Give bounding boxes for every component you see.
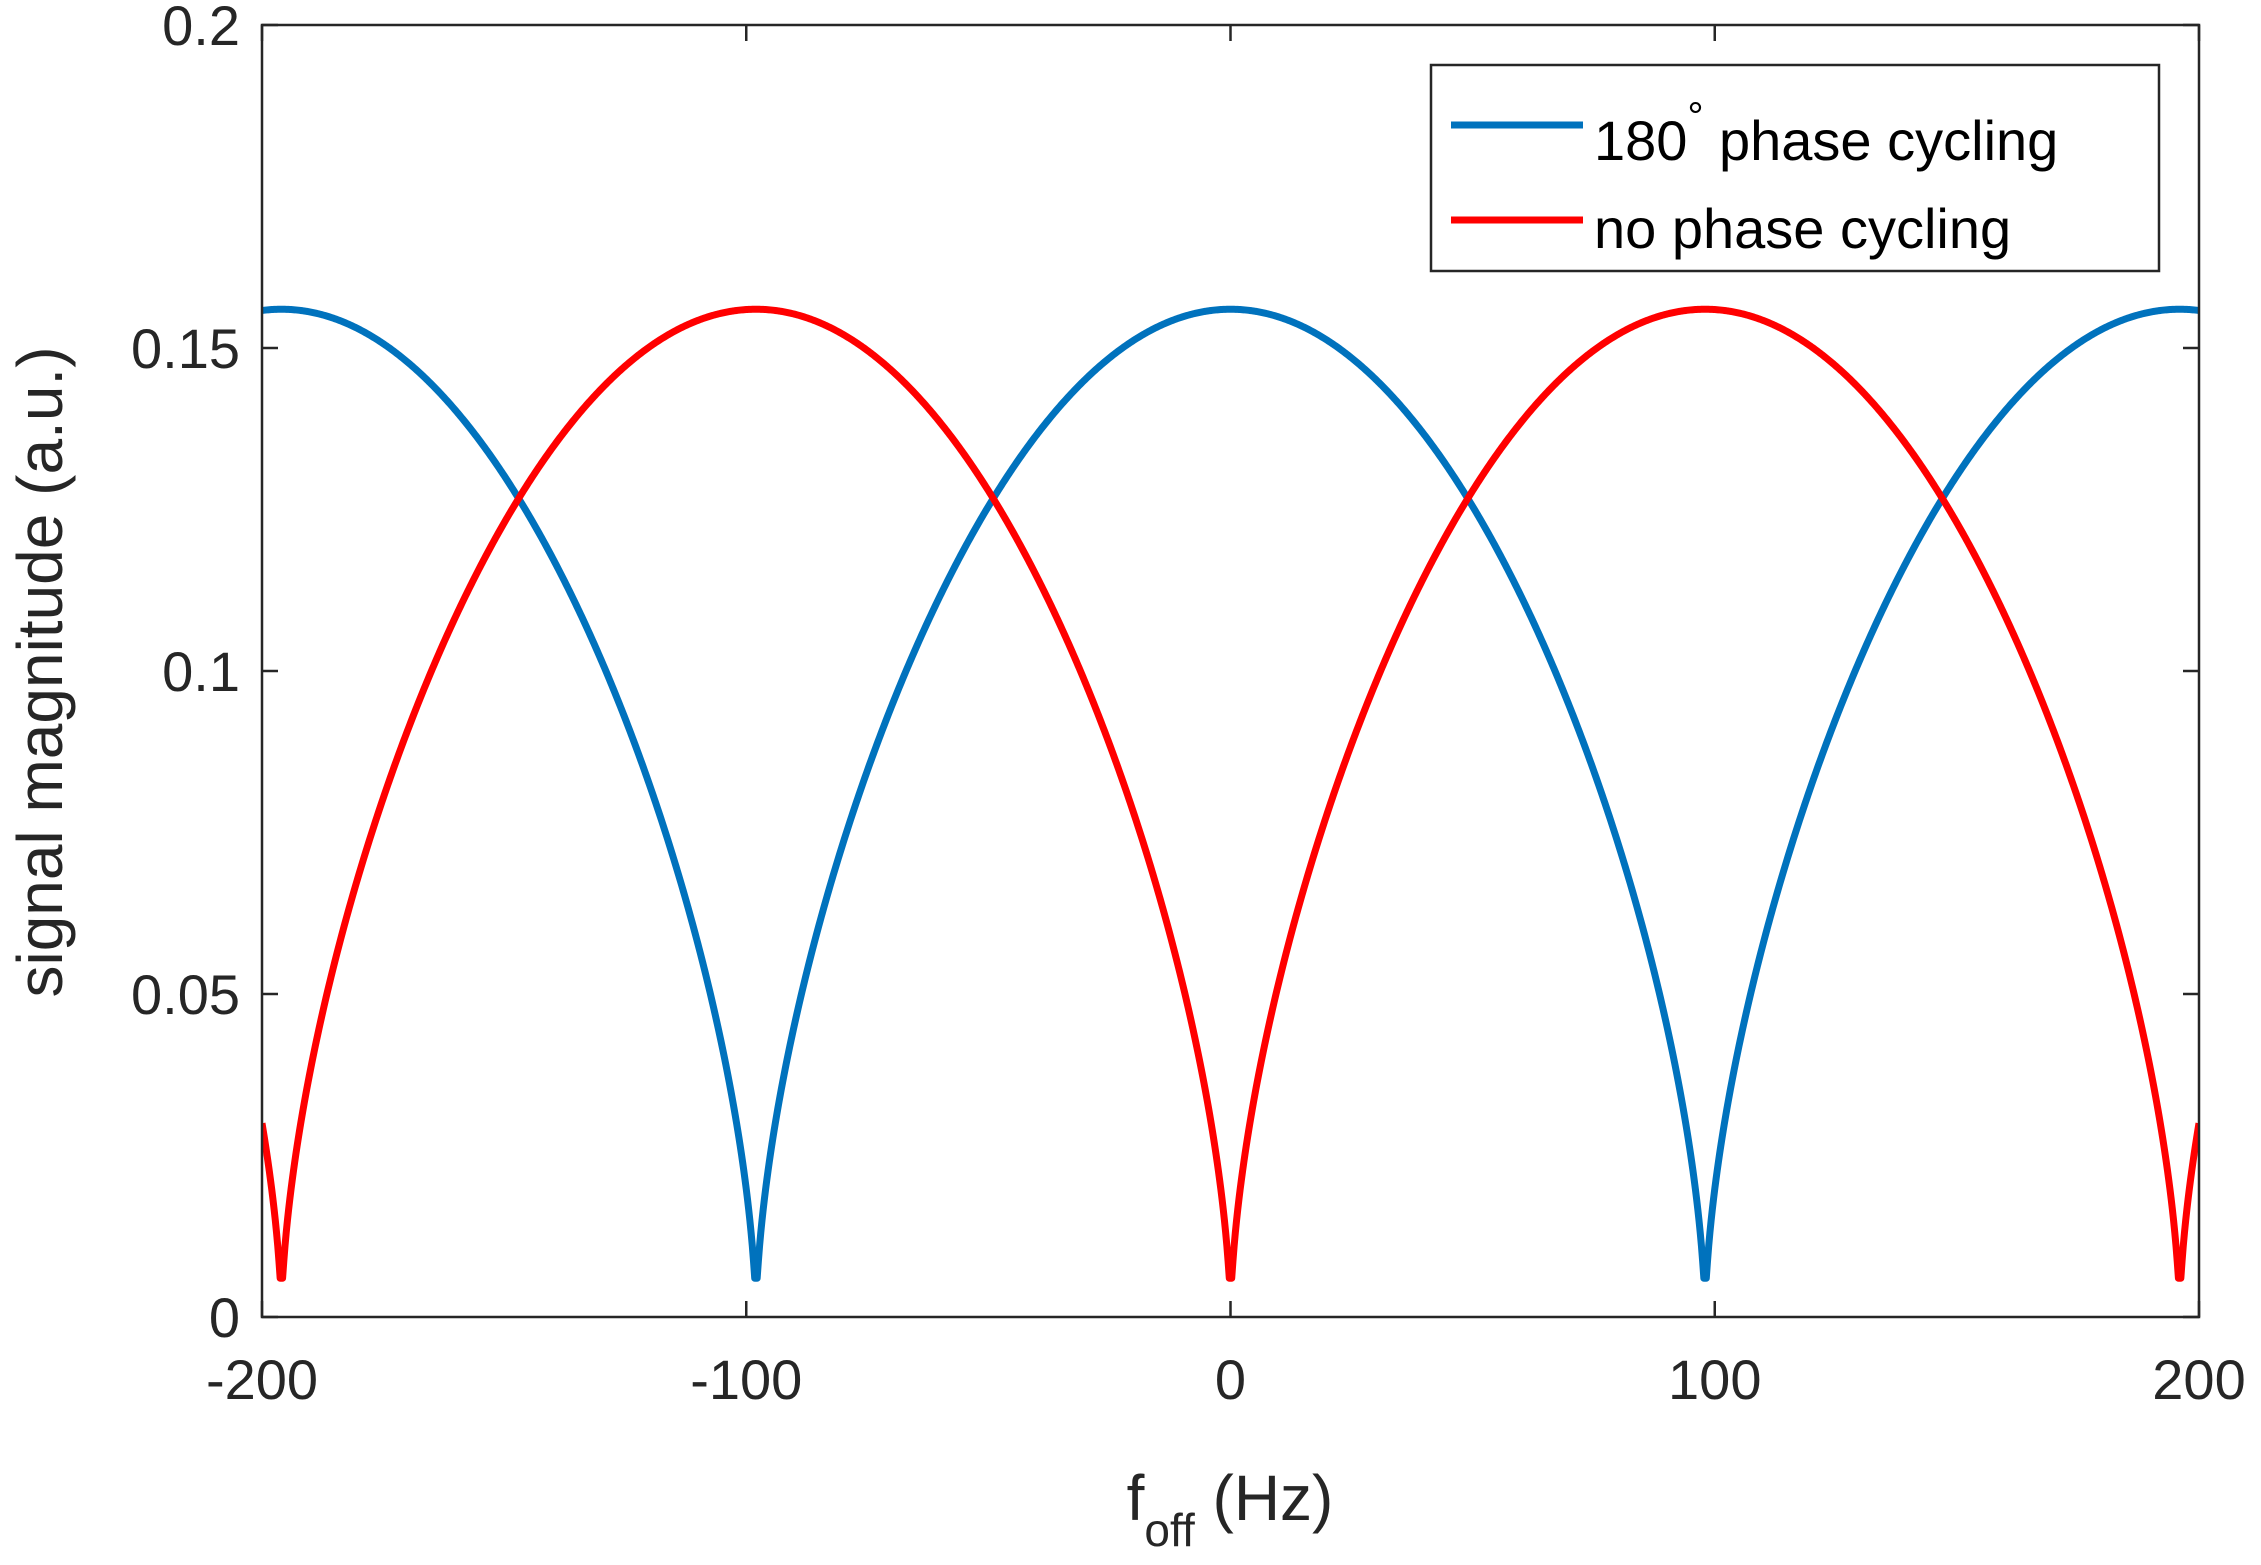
y-tick-label: 0.05 bbox=[131, 963, 240, 1026]
plot-area bbox=[262, 305, 2199, 1282]
x-tick-label: -100 bbox=[690, 1348, 802, 1411]
x-axis-title-subscript: off bbox=[1144, 1504, 1195, 1556]
x-tick-label: 0 bbox=[1215, 1348, 1246, 1411]
x-tick-label: 100 bbox=[1668, 1348, 1761, 1411]
x-tick-labels: -200 -100 0 100 200 bbox=[206, 1348, 2246, 1411]
y-tick-label: 0.15 bbox=[131, 317, 240, 380]
legend-degree-symbol: ° bbox=[1687, 95, 1703, 139]
x-axis-title-suffix: (Hz) bbox=[1195, 1462, 1334, 1534]
x-tick-label: -200 bbox=[206, 1348, 318, 1411]
y-tick-label: 0 bbox=[209, 1286, 240, 1349]
legend-label-no-phase-cycling: no phase cycling bbox=[1594, 197, 2011, 260]
legend-box bbox=[1429, 63, 2161, 273]
y-tick-label: 0.2 bbox=[162, 0, 240, 57]
y-axis-title: signal magnitude (a.u.) bbox=[4, 346, 76, 997]
series-line-180-phase-cycling bbox=[262, 305, 2199, 1282]
series-layer bbox=[262, 305, 2199, 1282]
y-tick-labels: 0 0.05 0.1 0.15 0.2 bbox=[131, 0, 240, 1349]
x-axis-title: foff (Hz) bbox=[1127, 1462, 1334, 1556]
x-tick-label: 200 bbox=[2152, 1348, 2245, 1411]
tick-marks bbox=[260, 23, 2201, 1319]
legend-label-180-phase-cycling: 180° phase cycling bbox=[1594, 95, 2058, 172]
series-line-no-phase-cycling bbox=[262, 305, 2199, 1282]
y-tick-label: 0.1 bbox=[162, 640, 240, 703]
legend: 180° phase cycling no phase cycling bbox=[1429, 63, 2161, 273]
